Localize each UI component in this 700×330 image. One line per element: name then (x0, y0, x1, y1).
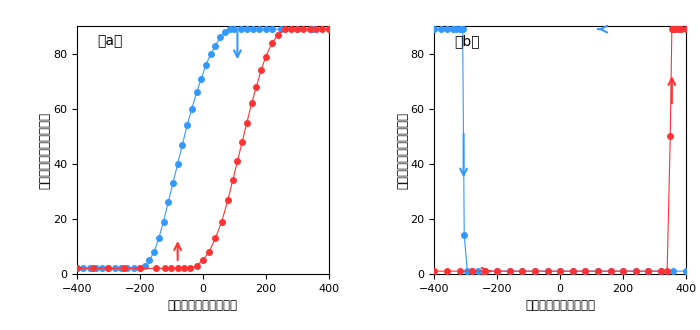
Y-axis label: ファラデー回転角（度）: ファラデー回転角（度） (38, 112, 52, 189)
X-axis label: 磁場（エルステッド）: 磁場（エルステッド） (525, 299, 595, 312)
Text: （a）: （a） (97, 34, 122, 48)
X-axis label: 磁場（エルステッド）: 磁場（エルステッド） (168, 299, 238, 312)
Text: （b）: （b） (454, 34, 480, 48)
Y-axis label: ファラデー回転角（度）: ファラデー回転角（度） (396, 112, 409, 189)
